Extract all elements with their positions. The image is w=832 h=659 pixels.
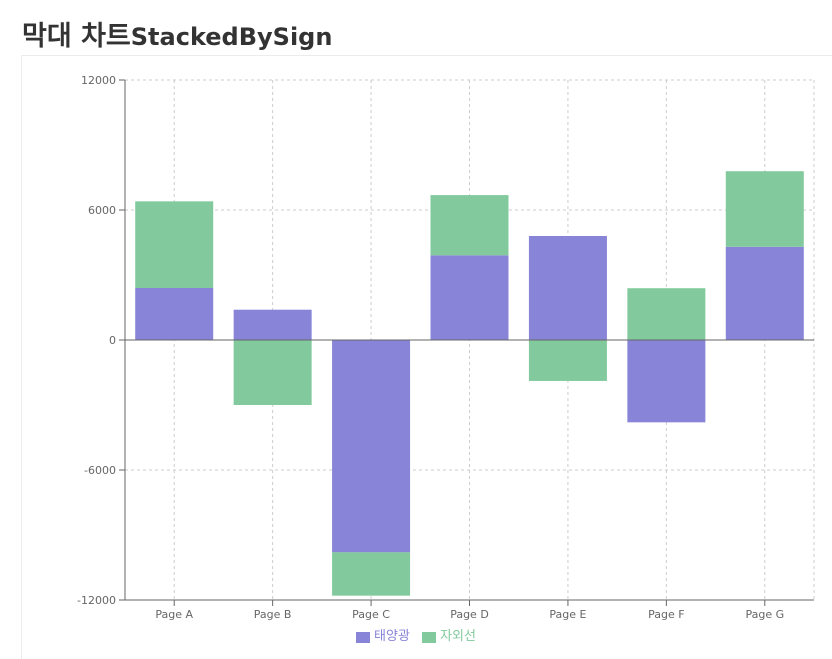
x-tick-label-0: Page A xyxy=(155,608,193,621)
bar-solar-2 xyxy=(332,340,411,553)
legend-item-uv[interactable]: 자외선 xyxy=(422,628,476,646)
bar-uv-2 xyxy=(332,552,411,596)
bar-solar-3 xyxy=(430,255,509,340)
y-tick-label-4: 12000 xyxy=(81,74,116,87)
x-tick-label-4: Page E xyxy=(549,608,586,621)
bar-uv-6 xyxy=(725,171,804,247)
bar-solar-6 xyxy=(725,246,804,340)
bar-uv-0 xyxy=(135,201,214,288)
x-tick-label-1: Page B xyxy=(254,608,292,621)
bar-uv-1 xyxy=(233,340,312,405)
legend-item-solar[interactable]: 태양광 xyxy=(356,628,410,646)
bar-uv-5 xyxy=(627,288,706,340)
y-tick-label-3: 6000 xyxy=(88,204,116,217)
bar-uv-3 xyxy=(430,195,509,256)
y-tick-label-0: -12000 xyxy=(77,594,116,607)
y-tick-label-2: 0 xyxy=(109,334,116,347)
bar-uv-4 xyxy=(528,340,607,381)
chart-legend: 태양광 자외선 xyxy=(0,628,832,649)
bar-solar-5 xyxy=(627,340,706,423)
page-title: 막대 차트StackedBySign xyxy=(22,14,332,54)
chart-subtitle: StackedBySign xyxy=(130,23,333,51)
legend-swatch-solar xyxy=(356,631,371,643)
x-tick-label-2: Page C xyxy=(352,608,390,621)
x-tick-label-3: Page D xyxy=(450,608,489,621)
legend-label-uv: 자외선 xyxy=(440,629,476,644)
legend-label-solar: 태양광 xyxy=(374,629,410,644)
bar-solar-0 xyxy=(135,288,214,340)
y-tick-label-1: -6000 xyxy=(84,464,116,477)
bar-solar-4 xyxy=(528,236,607,340)
x-tick-label-6: Page G xyxy=(745,608,784,621)
bar-solar-1 xyxy=(233,309,312,340)
x-tick-label-5: Page F xyxy=(648,608,684,621)
legend-swatch-uv xyxy=(422,631,437,643)
chart-title: 막대 차트 xyxy=(22,21,131,52)
